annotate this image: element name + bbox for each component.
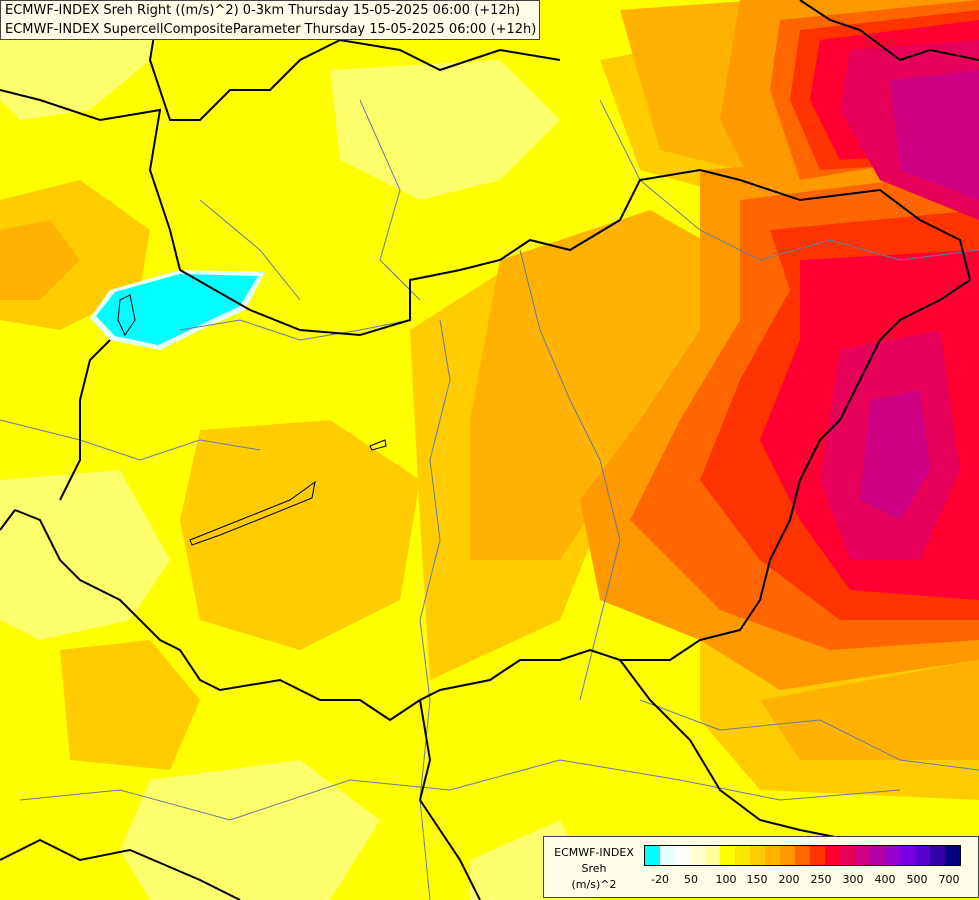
legend-swatch (720, 846, 735, 865)
legend-tick-label: 400 (874, 873, 896, 886)
legend-swatch (795, 846, 810, 865)
legend-swatch (810, 846, 825, 865)
legend-swatches (644, 845, 961, 866)
header-line-2: ECMWF-INDEX SupercellCompositeParameter … (5, 22, 537, 37)
legend-tick-label: 150 (746, 873, 768, 886)
legend-tick-label: 50 (684, 873, 698, 886)
legend-swatch (870, 846, 885, 865)
legend-tick-label: 300 (842, 873, 864, 886)
legend-swatch (900, 846, 915, 865)
legend-tick-label: 250 (810, 873, 832, 886)
legend-tick-label: 500 (906, 873, 928, 886)
legend-source: ECMWF-INDEX (554, 846, 634, 859)
legend-swatch (840, 846, 855, 865)
legend-caption: ECMWF-INDEX Sreh (m/s)^2 (546, 845, 642, 893)
legend-swatch (930, 846, 945, 865)
legend-ticks: -20 50 100 150 200 250 300 400 500 700 (644, 873, 974, 889)
map-header: ECMWF-INDEX Sreh Right ((m/s)^2) 0-3km T… (0, 0, 541, 40)
legend-swatch (735, 846, 750, 865)
legend-swatch (765, 846, 780, 865)
legend-tick-label: 700 (938, 873, 960, 886)
legend-swatch (855, 846, 870, 865)
legend-swatch (690, 846, 705, 865)
legend-swatch (675, 846, 690, 865)
color-legend: ECMWF-INDEX Sreh (m/s)^2 -20 50 100 150 200 2… (543, 836, 979, 898)
lakes (117, 294, 387, 546)
header-line-1: ECMWF-INDEX Sreh Right ((m/s)^2) 0-3km T… (5, 3, 521, 18)
light-yellow-field (0, 0, 600, 900)
legend-variable: Sreh (581, 862, 607, 875)
legend-swatch (885, 846, 900, 865)
legend-tick-label: 200 (778, 873, 800, 886)
legend-swatch (660, 846, 675, 865)
legend-swatch (705, 846, 720, 865)
legend-unit: (m/s)^2 (571, 878, 617, 891)
legend-tick-label: 100 (715, 873, 737, 886)
legend-swatch (915, 846, 930, 865)
legend-swatch (750, 846, 765, 865)
legend-swatch (780, 846, 795, 865)
legend-swatch (825, 846, 840, 865)
legend-swatch (645, 846, 660, 865)
legend-tick-label: -20 (651, 873, 669, 886)
purple-field (860, 70, 979, 520)
legend-swatch (945, 846, 960, 865)
rivers (0, 99, 979, 900)
